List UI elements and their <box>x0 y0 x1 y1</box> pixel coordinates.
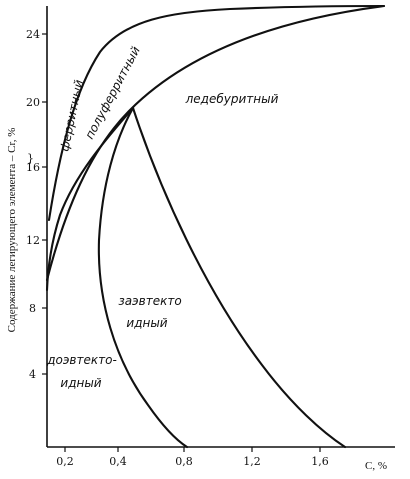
x-axis-title: C, % <box>365 460 387 472</box>
y-tick-label-24: 24 <box>26 28 40 41</box>
x-tick-label-0-8: 0,8 <box>175 455 193 468</box>
y-tick-label-12: 12 <box>26 234 40 247</box>
ferrite-boundary-curve <box>47 4 386 222</box>
y-tick-label-16: 16 <box>26 161 40 174</box>
x-tick-label-0-4: 0,4 <box>109 455 127 468</box>
region-label-hypoeutectoid-line2: идный <box>60 376 101 390</box>
x-tick-label-1-2: 1,2 <box>243 455 261 468</box>
y-ticks <box>42 33 47 375</box>
y-tick-label-4: 4 <box>29 368 36 381</box>
region-label-hypoeutectoid-line1: доэвтекто- <box>46 353 117 367</box>
x-tick-label-1-6: 1,6 <box>311 455 329 468</box>
hypereutectoid-left-curve <box>45 106 135 292</box>
region-label-hypereutectoid-line1: заэвтекто <box>118 294 181 308</box>
y-axis-title: Содержание легирующего элемента – Cr, % <box>6 128 18 333</box>
x-ticks <box>64 447 321 452</box>
ledeburite-left-curve <box>97 106 189 449</box>
semiferrite-boundary-curve <box>45 4 386 282</box>
y-tick-label-8: 8 <box>29 302 36 315</box>
y-tick-label-20: 20 <box>26 96 40 109</box>
region-label-ledeburitic: ледебуритный <box>185 92 279 106</box>
region-label-semiferritic: полуферритный <box>82 44 143 141</box>
y-axis-break-symbol: } <box>27 152 34 165</box>
region-label-ferritic: ферритный <box>57 78 86 152</box>
ledeburite-right-curve <box>131 106 347 449</box>
x-tick-label-0-2: 0,2 <box>56 455 74 468</box>
region-label-hypereutectoid-line2: идный <box>126 316 167 330</box>
